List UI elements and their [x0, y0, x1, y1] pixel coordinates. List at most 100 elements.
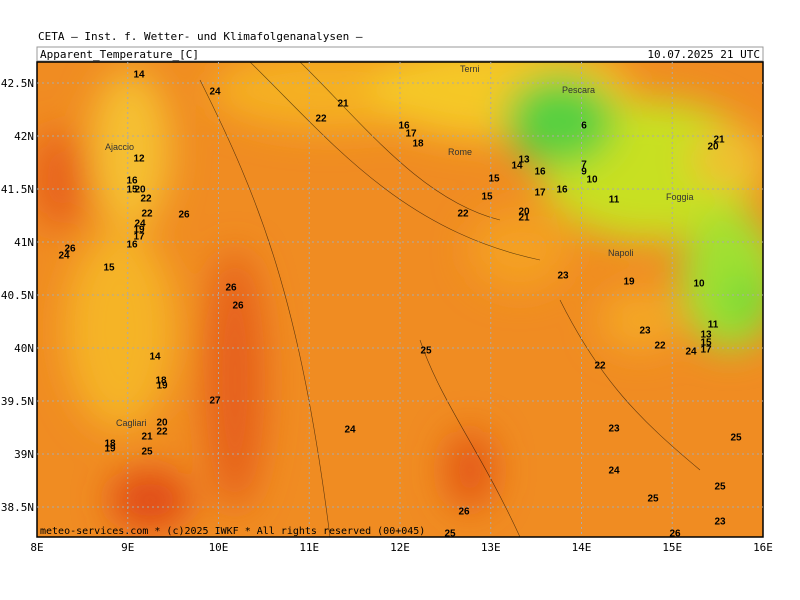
- contour-label: 26: [225, 283, 237, 294]
- contour-label: 15: [103, 263, 115, 274]
- title-bar: [36, 46, 764, 62]
- city-label: Cagliari: [116, 418, 147, 428]
- contour-label: 19: [133, 225, 145, 236]
- contour-label: 24: [58, 251, 70, 262]
- contour-label: 25: [420, 346, 432, 357]
- contour-label: 27: [209, 396, 221, 407]
- contour-label: 19: [623, 277, 635, 288]
- source: CETA — Inst. f. Wetter- und Klimafolgena…: [38, 30, 363, 43]
- x-tick-label: 15E: [662, 541, 682, 554]
- contour-label: 20: [134, 185, 146, 196]
- contour-label: 24: [134, 219, 146, 230]
- contour-label: 22: [141, 209, 153, 220]
- contour-label: 17: [405, 129, 417, 140]
- contour-label: 15: [481, 192, 493, 203]
- contour-label: 18: [104, 439, 116, 450]
- city-label: Pescara: [562, 85, 595, 95]
- contour-label: 23: [714, 517, 726, 528]
- y-tick-label: 39N: [14, 448, 34, 461]
- title: Apparent_Temperature_[C]: [40, 48, 199, 61]
- contour-label: 17: [133, 232, 145, 243]
- contour-label: 10: [693, 279, 705, 290]
- contour-label: 26: [232, 301, 244, 312]
- contour-label: 22: [315, 114, 327, 125]
- x-tick-label: 11E: [299, 541, 319, 554]
- contour-label: 16: [126, 240, 138, 251]
- contour-label: 26: [458, 507, 470, 518]
- contour-label: 16: [398, 121, 410, 132]
- y-tick-label: 42N: [14, 130, 34, 143]
- city-label: Napoli: [608, 248, 634, 258]
- contour-label: 16: [126, 176, 138, 187]
- contour-label: 18: [155, 376, 167, 387]
- city-label: Terni: [460, 64, 480, 74]
- y-tick-label: 41N: [14, 236, 34, 249]
- contour-label: 22: [140, 194, 152, 205]
- y-tick-label: 40.5N: [1, 289, 34, 302]
- contour-label: 9: [581, 167, 587, 178]
- contour-label: 15: [488, 174, 500, 185]
- contour-label: 21: [518, 213, 530, 224]
- y-tick-label: 41.5N: [1, 183, 34, 196]
- contour-label: 14: [133, 70, 145, 81]
- contour-label: 17: [534, 188, 546, 199]
- contour-label: 13: [700, 330, 712, 341]
- city-label: Ajaccio: [105, 142, 134, 152]
- contour-label: 24: [685, 347, 697, 358]
- contour-label: 14: [511, 161, 523, 172]
- contour-label: 10: [586, 175, 598, 186]
- contour-label: 13: [518, 155, 530, 166]
- contour-label: 23: [557, 271, 569, 282]
- contour-label: 22: [156, 427, 168, 438]
- contour-label: 25: [647, 494, 659, 505]
- y-tick-label: 40N: [14, 342, 34, 355]
- y-tick-label: 42.5N: [1, 77, 34, 90]
- city-label: Foggia: [666, 192, 694, 202]
- contour-label: 25: [141, 447, 153, 458]
- contour-label: 24: [608, 466, 620, 477]
- contour-label: 23: [639, 326, 651, 337]
- contour-label: 15: [700, 338, 712, 349]
- y-tick-label: 39.5N: [1, 395, 34, 408]
- city-label: Rome: [448, 147, 472, 157]
- contour-label: 15: [126, 185, 138, 196]
- contour-label: 20: [156, 418, 168, 429]
- contour-label: 25: [714, 482, 726, 493]
- contour-label: 25: [444, 529, 456, 540]
- contour-label: 11: [708, 320, 719, 331]
- contour-label: 21: [337, 99, 349, 110]
- contour-label: 18: [412, 139, 424, 150]
- contour-label: 11: [609, 195, 620, 206]
- contour-label: 22: [654, 341, 666, 352]
- contour-label: 24: [344, 425, 356, 436]
- contour-label: 25: [730, 433, 742, 444]
- contour-label: 20: [707, 142, 719, 153]
- contour-label: 23: [608, 424, 620, 435]
- contour-label: 6: [581, 121, 587, 132]
- contour-label: 21: [141, 432, 153, 443]
- footer: meteo-services.com * (c)2025 IWKF * All …: [40, 526, 425, 537]
- x-tick-label: 9E: [121, 541, 134, 554]
- contour-label: 14: [149, 352, 161, 363]
- y-tick-label: 38.5N: [1, 501, 34, 514]
- contour-label: 22: [594, 361, 606, 372]
- contour-label: 26: [64, 244, 76, 255]
- x-tick-label: 14E: [572, 541, 592, 554]
- x-tick-label: 16E: [753, 541, 773, 554]
- contour-label: 20: [518, 207, 530, 218]
- contour-label: 22: [457, 209, 469, 220]
- x-tick-label: 13E: [481, 541, 501, 554]
- contour-label: 26: [178, 210, 190, 221]
- contour-label: 7: [581, 160, 587, 171]
- field: [37, 62, 763, 537]
- x-tick-label: 12E: [390, 541, 410, 554]
- contour-label: 19: [156, 381, 168, 392]
- x-tick-label: 8E: [30, 541, 43, 554]
- contour-label: 26: [669, 529, 681, 540]
- contour-label: 24: [209, 87, 221, 98]
- contour-label: 16: [534, 167, 546, 178]
- contour-label: 19: [104, 444, 116, 455]
- contour-label: 21: [713, 135, 725, 146]
- contour-label: 17: [700, 345, 712, 356]
